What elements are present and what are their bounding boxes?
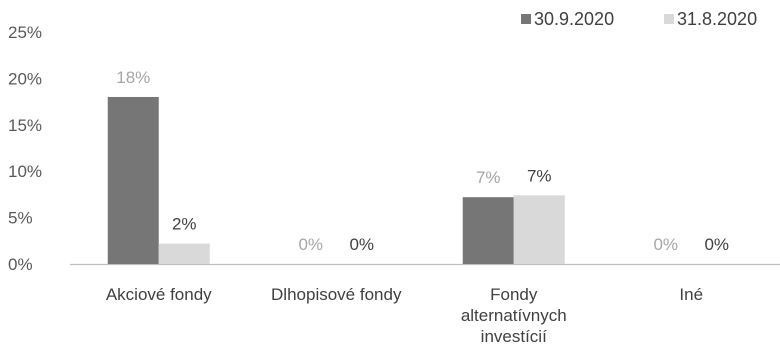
- legend-label: 30.9.2020: [534, 9, 614, 29]
- data-label: 0%: [704, 235, 729, 254]
- legend: 30.9.2020 31.8.2020: [521, 9, 757, 29]
- y-tick-label: 10%: [8, 162, 42, 181]
- data-label: 7%: [527, 166, 552, 185]
- data-label: 0%: [349, 235, 374, 254]
- y-tick-label: 5%: [8, 209, 33, 228]
- bar-30.9.2020-0: [107, 96, 159, 265]
- y-tick-label: 25%: [8, 23, 42, 42]
- category-label: investícií: [481, 327, 547, 346]
- category-label: Iné: [679, 285, 703, 304]
- category-label: Akciové fondy: [106, 285, 212, 304]
- data-label: 0%: [653, 235, 678, 254]
- legend-swatch: [521, 14, 531, 24]
- y-tick-label: 15%: [8, 116, 42, 135]
- legend-swatch: [664, 14, 674, 24]
- y-tick-label: 20%: [8, 69, 42, 88]
- legend-label: 31.8.2020: [677, 9, 757, 29]
- category-labels: Akciové fondy Dlhopisové fondy Fondy altern…: [106, 285, 703, 346]
- bars: [107, 96, 565, 265]
- data-label: 0%: [298, 235, 323, 254]
- category-label: Fondy: [490, 285, 538, 304]
- category-label: Dlhopisové fondy: [271, 285, 402, 304]
- y-tick-label: 0%: [8, 255, 33, 274]
- bar-31.8.2020-2: [513, 195, 565, 264]
- data-labels: 18% 2% 0% 0% 7% 7% 0% 0%: [116, 68, 729, 254]
- data-label: 18%: [116, 68, 150, 87]
- bar-31.8.2020-0: [158, 243, 210, 264]
- bar-30.9.2020-2: [462, 197, 514, 264]
- data-label: 7%: [476, 168, 501, 187]
- category-label: alternatívnych: [461, 306, 567, 325]
- data-label: 2%: [172, 215, 197, 234]
- y-axis-ticks: 0% 5% 10% 15% 20% 25%: [8, 23, 42, 274]
